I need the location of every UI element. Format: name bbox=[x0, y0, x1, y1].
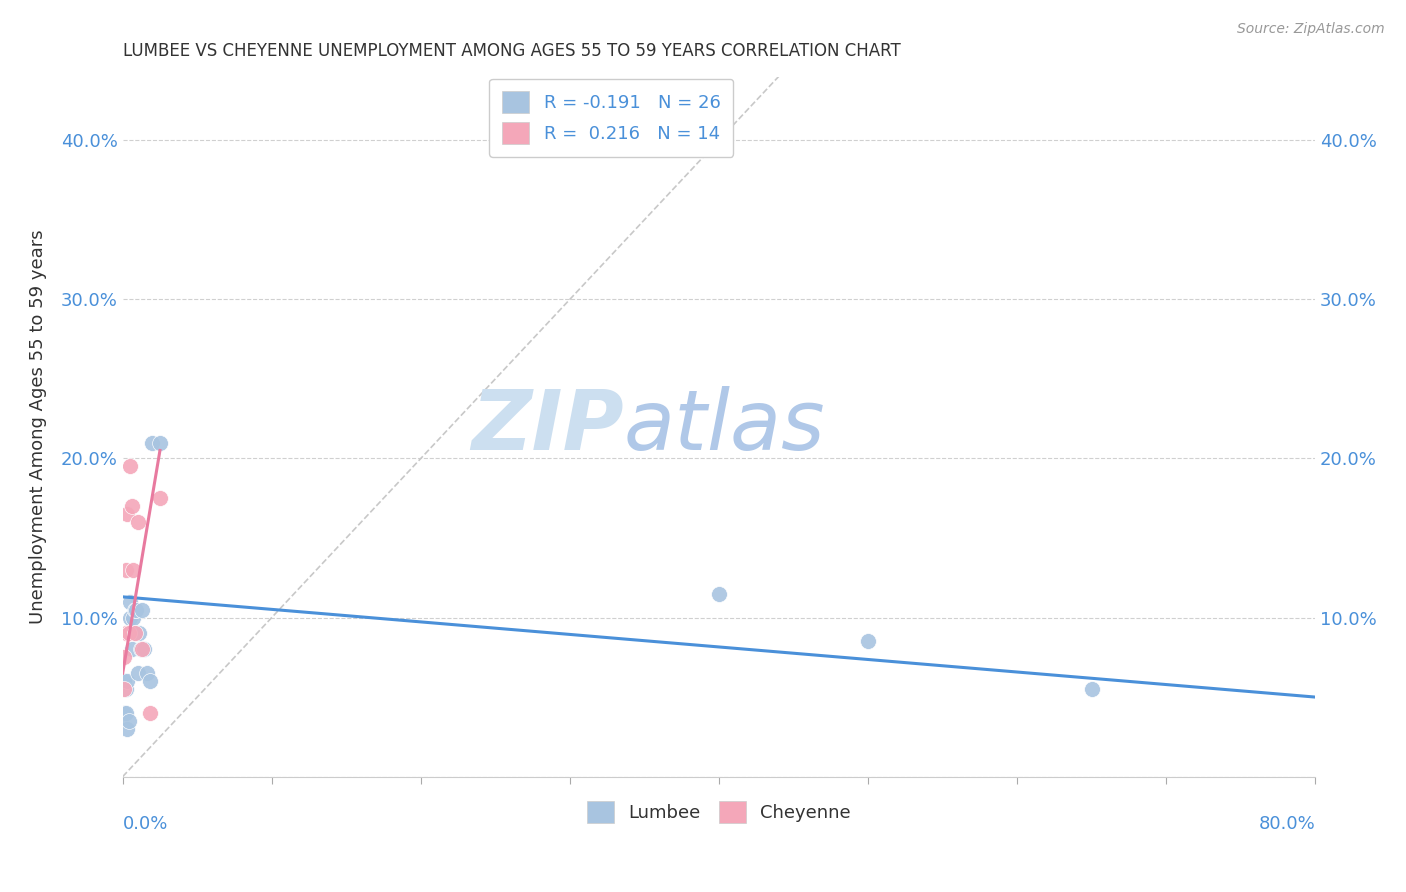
Point bbox=[122, 610, 145, 624]
Point bbox=[856, 634, 879, 648]
Point bbox=[125, 602, 148, 616]
Point bbox=[149, 435, 172, 450]
Point bbox=[114, 682, 136, 697]
Point bbox=[124, 626, 146, 640]
Text: ZIP: ZIP bbox=[471, 386, 623, 467]
Point bbox=[114, 706, 136, 720]
Point bbox=[149, 491, 172, 506]
Point bbox=[138, 674, 160, 689]
Y-axis label: Unemployment Among Ages 55 to 59 years: Unemployment Among Ages 55 to 59 years bbox=[30, 229, 46, 624]
Point bbox=[117, 626, 139, 640]
Point bbox=[131, 602, 153, 616]
Point bbox=[112, 650, 135, 665]
Point bbox=[141, 435, 163, 450]
Point bbox=[124, 602, 146, 616]
Point bbox=[112, 674, 135, 689]
Text: 80.0%: 80.0% bbox=[1258, 815, 1315, 833]
Point bbox=[114, 563, 136, 577]
Text: atlas: atlas bbox=[623, 386, 825, 467]
Point bbox=[120, 459, 142, 474]
Point bbox=[127, 666, 149, 681]
Point bbox=[115, 507, 138, 521]
Point bbox=[132, 642, 155, 657]
Point bbox=[127, 515, 149, 529]
Point bbox=[115, 674, 138, 689]
Point bbox=[121, 642, 143, 657]
Point bbox=[129, 642, 152, 657]
Text: LUMBEE VS CHEYENNE UNEMPLOYMENT AMONG AGES 55 TO 59 YEARS CORRELATION CHART: LUMBEE VS CHEYENNE UNEMPLOYMENT AMONG AG… bbox=[122, 42, 900, 60]
Point bbox=[112, 706, 135, 720]
Point bbox=[138, 706, 160, 720]
Point bbox=[121, 499, 143, 513]
Legend: Lumbee, Cheyenne: Lumbee, Cheyenne bbox=[579, 794, 858, 830]
Point bbox=[120, 594, 142, 608]
Point bbox=[128, 626, 150, 640]
Text: Source: ZipAtlas.com: Source: ZipAtlas.com bbox=[1237, 22, 1385, 37]
Point bbox=[114, 626, 136, 640]
Point bbox=[1080, 682, 1102, 697]
Point bbox=[122, 563, 145, 577]
Point bbox=[135, 666, 157, 681]
Point bbox=[115, 722, 138, 736]
Point bbox=[707, 587, 730, 601]
Point bbox=[120, 610, 142, 624]
Point bbox=[117, 714, 139, 728]
Point bbox=[131, 642, 153, 657]
Point bbox=[112, 682, 135, 697]
Text: 0.0%: 0.0% bbox=[122, 815, 169, 833]
Point bbox=[124, 626, 146, 640]
